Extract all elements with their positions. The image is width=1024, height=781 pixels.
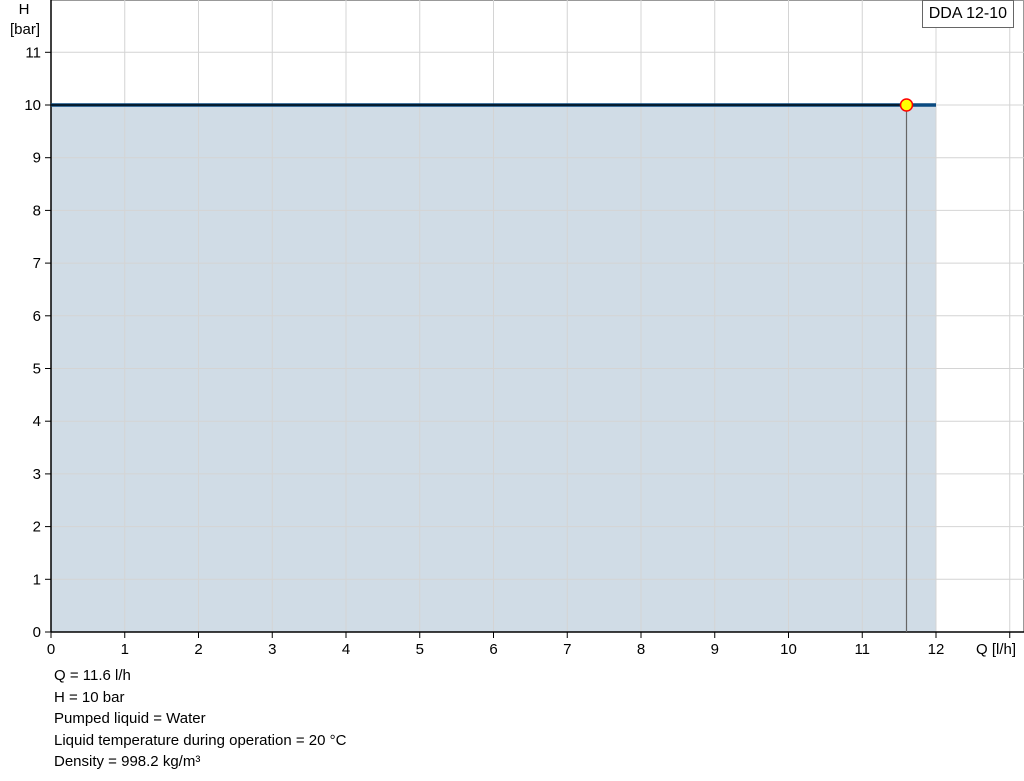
- info-temperature: Liquid temperature during operation = 20…: [54, 731, 347, 749]
- x-tick-label: 0: [47, 641, 55, 658]
- x-tick-label: 3: [268, 641, 276, 658]
- x-tick-label: 10: [780, 641, 797, 658]
- info-liquid: Pumped liquid = Water: [54, 710, 206, 727]
- x-tick-label: 12: [928, 641, 945, 658]
- operating-info: Q = 11.6 l/h H = 10 bar Pumped liquid = …: [54, 665, 346, 773]
- y-tick-label: 4: [33, 413, 41, 430]
- y-tick-label: 5: [33, 361, 41, 378]
- x-tick-label: 7: [563, 641, 571, 658]
- info-density: Density = 998.2 kg/m³: [54, 753, 201, 770]
- x-tick-label: 2: [194, 641, 202, 658]
- y-tick-label: 8: [33, 202, 41, 219]
- y-tick-label: 3: [33, 466, 41, 483]
- y-tick-label: 11: [25, 44, 41, 61]
- x-tick-label: 8: [637, 641, 645, 658]
- x-tick-label: 6: [489, 641, 497, 658]
- y-tick-label: 2: [33, 519, 41, 536]
- x-tick-label: 5: [416, 641, 424, 658]
- x-tick-label: 11: [854, 641, 870, 658]
- x-tick-label: 4: [342, 641, 350, 658]
- operating-point-marker: [899, 98, 914, 112]
- y-tick-label: 6: [33, 308, 41, 325]
- y-tick-label: 9: [33, 150, 41, 167]
- legend-label: DDA 12-10: [928, 5, 1007, 22]
- x-tick-label: 9: [711, 641, 719, 658]
- y-tick-label: 7: [33, 255, 41, 272]
- info-q: Q = 11.6 l/h: [54, 667, 131, 684]
- y-axis-label-line2: [bar]: [10, 21, 40, 38]
- y-tick-label: 1: [33, 571, 41, 588]
- y-tick-label: 0: [33, 624, 41, 641]
- legend: DDA 12-10: [921, 0, 1014, 28]
- x-axis-label: Q [l/h]: [976, 641, 1016, 658]
- info-h: H = 10 bar: [54, 688, 125, 706]
- y-tick-label: 10: [24, 97, 41, 114]
- y-axis-label-line1: H: [19, 1, 30, 18]
- x-tick-label: 1: [121, 641, 129, 658]
